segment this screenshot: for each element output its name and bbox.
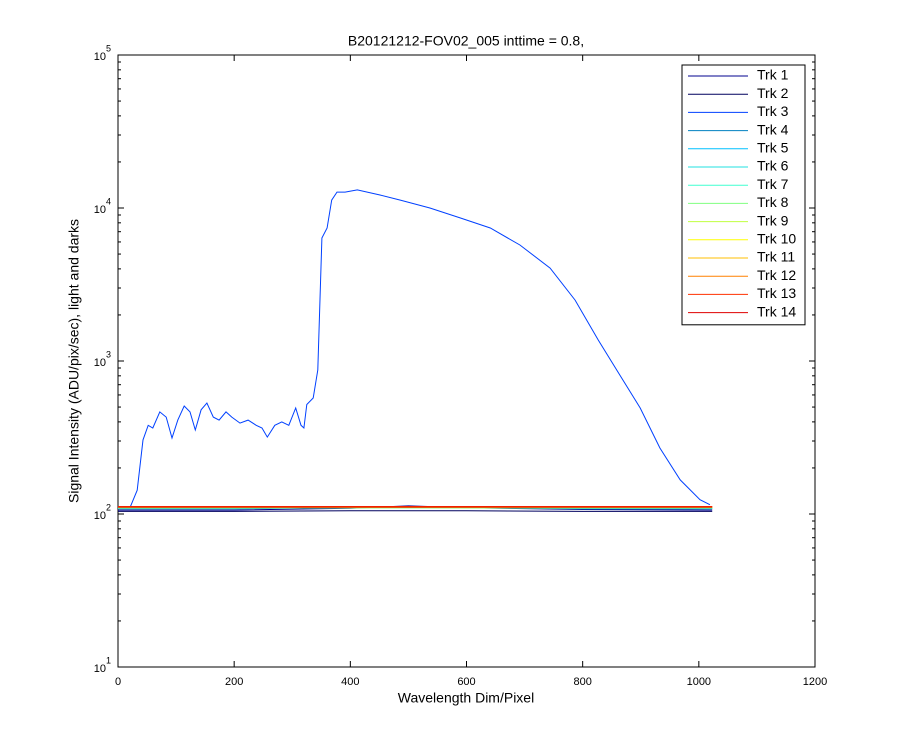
- legend-label: Trk 8: [757, 194, 789, 210]
- legend: [681, 64, 806, 326]
- legend-label: Trk 12: [757, 267, 796, 283]
- x-tick-label: 1200: [803, 676, 827, 688]
- series-line: [119, 189, 711, 508]
- y-tick-label: 10: [94, 51, 106, 63]
- legend-label: Trk 2: [757, 85, 789, 101]
- y-tick-label: 10: [94, 663, 106, 675]
- legend-label: Trk 9: [757, 212, 789, 228]
- legend-label: Trk 13: [757, 285, 796, 301]
- x-tick-label: 400: [341, 676, 359, 688]
- legend-label: Trk 5: [757, 140, 789, 156]
- y-axis-label: Signal Intensity (ADU/pix/sec), light an…: [66, 219, 82, 503]
- series-line: [118, 505, 713, 511]
- y-tick-exponent: 3: [106, 349, 111, 359]
- x-tick-label: 200: [225, 676, 243, 688]
- y-tick-exponent: 1: [106, 655, 111, 665]
- legend-label: Trk 4: [757, 121, 789, 137]
- y-tick-exponent: 5: [106, 43, 111, 53]
- legend-label: Trk 6: [757, 158, 789, 174]
- x-tick-label: 0: [115, 676, 121, 688]
- legend-label: Trk 10: [757, 231, 796, 247]
- y-tick-exponent: 4: [106, 196, 111, 206]
- legend-label: Trk 3: [757, 103, 789, 119]
- series-line: [118, 510, 713, 512]
- x-tick-label: 600: [457, 676, 475, 688]
- legend-label: Trk 1: [757, 67, 789, 83]
- chart-title: B20121212-FOV02_005 inttime = 0.8,: [348, 33, 584, 49]
- legend-label: Trk 11: [757, 249, 795, 265]
- legend-label: Trk 14: [757, 303, 796, 319]
- y-tick-exponent: 2: [106, 502, 111, 512]
- x-tick-label: 1000: [687, 676, 711, 688]
- legend-label: Trk 7: [757, 176, 789, 192]
- y-tick-label: 10: [94, 357, 106, 369]
- x-axis-label: Wavelength Dim/Pixel: [398, 690, 534, 706]
- y-tick-label: 10: [94, 204, 106, 216]
- x-tick-label: 800: [573, 676, 591, 688]
- y-tick-label: 10: [94, 510, 106, 522]
